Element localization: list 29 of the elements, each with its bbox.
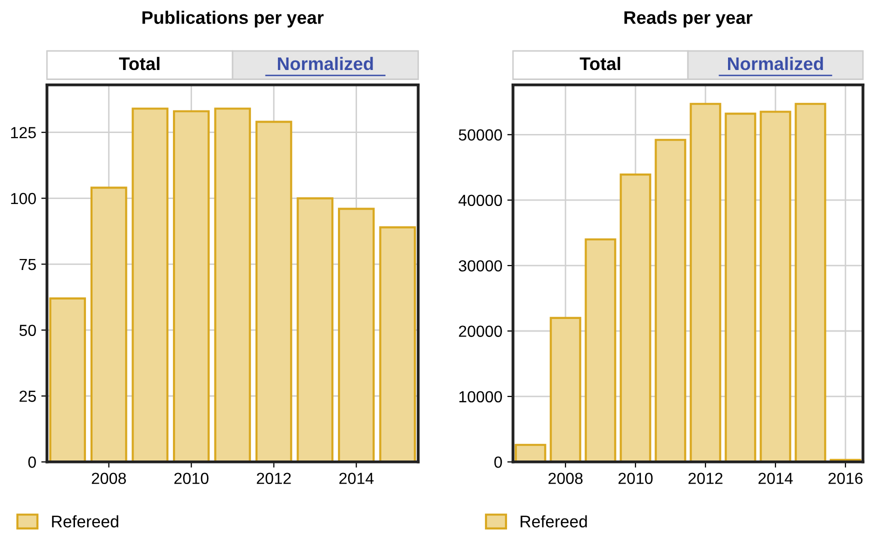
x-tick-label: 2014	[339, 472, 374, 484]
x-tick-label: 2012	[688, 472, 722, 484]
chart-title: Reads per year	[624, 10, 752, 28]
x-tick-label: 2008	[548, 472, 583, 484]
x-tick-label: 2010	[618, 472, 653, 484]
x-tick-label: 2008	[92, 472, 126, 484]
text: Total	[580, 56, 620, 70]
text: Normalized	[278, 56, 373, 70]
y-tick-label: 40000	[458, 194, 502, 206]
y-tick-label: 25	[20, 390, 36, 402]
y-tick-label: 50	[19, 324, 36, 336]
y-tick-label: 20000	[458, 326, 502, 337]
x-tick-label: 2012	[256, 472, 291, 484]
y-tick-label: 125	[11, 126, 36, 138]
chart-title: Publications per year	[142, 10, 324, 28]
y-tick-label: 30000	[458, 260, 502, 272]
text: Total	[119, 56, 160, 70]
x-tick-label: 2010	[174, 472, 208, 484]
text: Normalized	[728, 56, 823, 70]
y-tick-label: 75	[20, 258, 36, 270]
y-tick-label: 10000	[459, 391, 502, 402]
x-tick-label: 2014	[758, 472, 793, 484]
y-tick-label: 0	[28, 456, 36, 468]
y-tick-label: 50000	[458, 129, 502, 141]
legend-label: Refereed	[52, 515, 118, 528]
y-tick-label: 100	[11, 192, 36, 204]
x-tick-label: 2016	[828, 472, 863, 484]
y-tick-label: 0	[494, 456, 502, 468]
legend-label: Refereed	[520, 515, 587, 528]
